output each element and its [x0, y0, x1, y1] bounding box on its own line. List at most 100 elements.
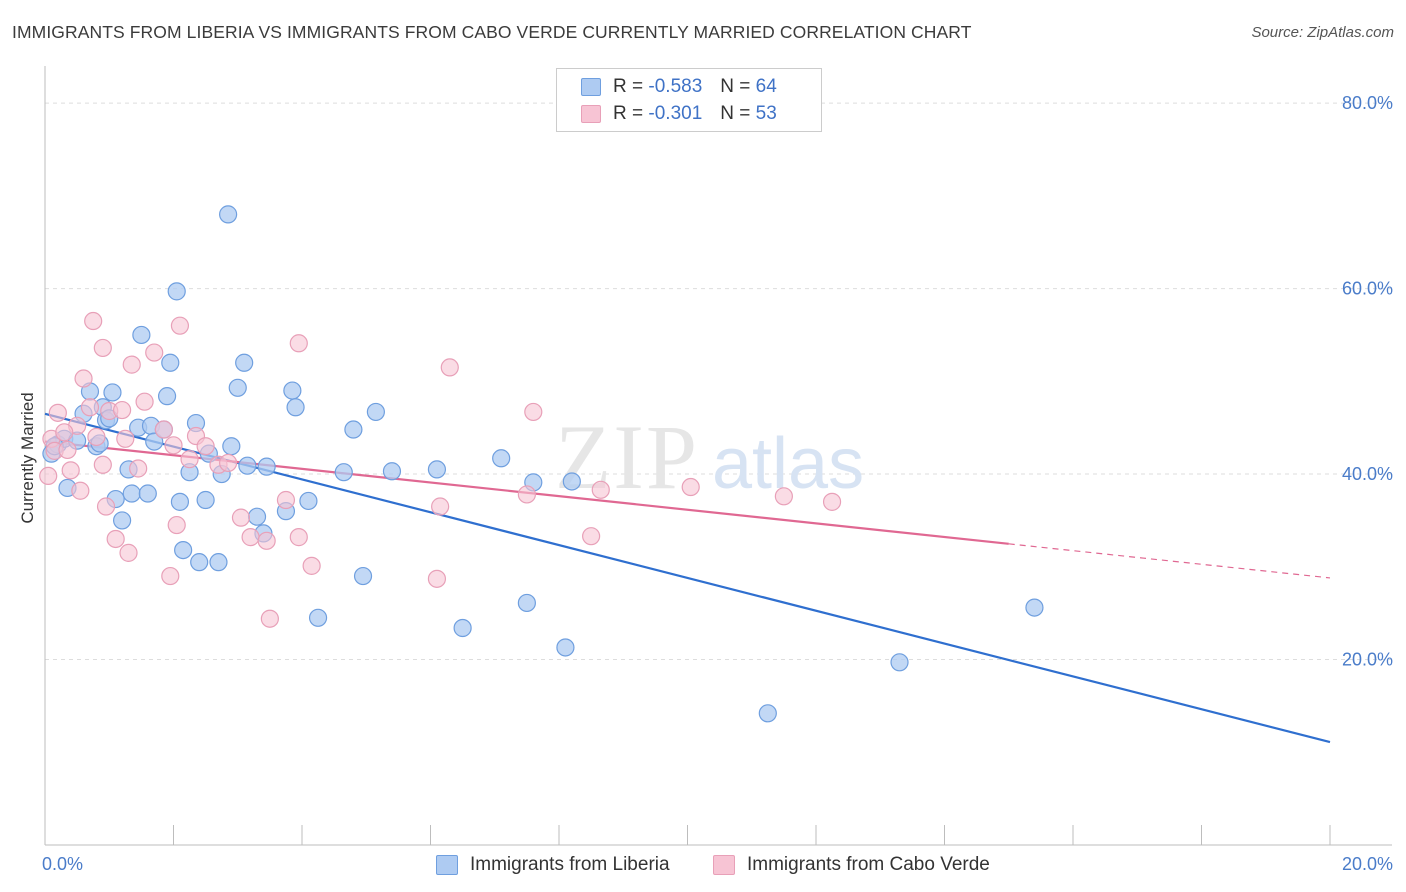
liberia-point	[299, 491, 318, 511]
liberia-point	[353, 566, 373, 586]
liberia-point	[174, 540, 193, 560]
x-tick-label: 20.0%	[1342, 854, 1393, 874]
cabo-verde-point	[87, 427, 106, 447]
y-tick-label: 60.0%	[1342, 279, 1393, 299]
legend-r-label: R =	[613, 103, 644, 124]
cabo-verde-point	[74, 369, 93, 388]
liberia-point	[167, 282, 186, 301]
legend-n-label: N =	[720, 103, 751, 124]
bottom-legend-label-cabo-verde: Immigrants from Cabo Verde	[747, 854, 990, 875]
cabo-verde-point	[231, 508, 251, 527]
cabo-verde-point	[257, 531, 276, 550]
y-tick-label: 40.0%	[1342, 464, 1393, 484]
cabo-verde-point	[93, 455, 112, 474]
cabo-verde-point	[591, 480, 610, 499]
cabo-verde-point	[431, 497, 450, 516]
x-tick-label: 0.0%	[42, 854, 83, 874]
cabo-verde-point	[196, 437, 215, 456]
liberia-point	[286, 398, 305, 417]
cabo-verde-point	[119, 543, 138, 562]
cabo-verde-point	[145, 343, 164, 362]
liberia-point	[890, 653, 909, 672]
legend-row-liberia: R = -0.583 N = 64	[581, 74, 777, 100]
watermark-zip: ZIP	[555, 406, 699, 508]
cabo-verde-point	[122, 355, 141, 374]
bottom-legend-swatch-cabo-verde	[713, 855, 735, 875]
liberia-point	[453, 618, 472, 638]
liberia-point	[238, 456, 257, 475]
cabo-verde-point	[129, 459, 148, 478]
liberia-point	[103, 383, 122, 402]
liberia-point	[219, 205, 238, 224]
cabo-verde-point	[524, 402, 543, 422]
cabo-verde-point	[219, 453, 238, 473]
liberia-point	[344, 420, 363, 439]
legend-r-label: R =	[613, 76, 644, 97]
cabo-verde-point	[289, 528, 308, 547]
liberia-point	[492, 449, 511, 468]
correlation-legend: R = -0.583 N = 64 R = -0.301 N = 53	[556, 68, 822, 132]
cabo-verde-point	[55, 423, 74, 442]
legend-r-value-liberia: -0.583	[648, 76, 703, 97]
liberia-point	[145, 432, 164, 451]
cabo-verde-point	[93, 338, 112, 358]
cabo-verde-point	[96, 497, 116, 516]
cabo-verde-point	[164, 436, 183, 455]
gridlines	[45, 102, 1392, 661]
source-label: Source: ZipAtlas.com	[1251, 24, 1394, 41]
cabo-verde-point	[84, 311, 103, 331]
liberia-point	[190, 553, 209, 572]
cabo-verde-point	[161, 566, 180, 586]
cabo-verde-point	[58, 440, 77, 460]
cabo-verde-point	[241, 528, 260, 547]
bottom-legend-liberia: Immigrants from Liberia	[436, 852, 670, 878]
liberia-point	[517, 593, 536, 613]
liberia-point	[112, 511, 132, 530]
cabo-verde-point	[276, 490, 296, 510]
watermark: ZIP atlas	[555, 406, 864, 508]
liberia-point	[257, 457, 276, 476]
cabo-verde-point	[427, 569, 447, 588]
cabo-verde-point	[681, 477, 700, 497]
legend-row-cabo-verde: R = -0.301 N = 53	[581, 101, 777, 127]
legend-n-label: N =	[720, 76, 751, 97]
liberia-point	[427, 460, 447, 479]
liberia-point	[209, 553, 228, 572]
liberia-point	[157, 387, 177, 406]
liberia-point	[758, 704, 777, 723]
liberia-point	[196, 490, 215, 510]
legend-n-value-cabo-verde: 53	[755, 103, 777, 124]
bottom-legend-swatch-liberia	[436, 855, 458, 875]
y-tick-label: 80.0%	[1342, 93, 1393, 113]
liberia-point	[170, 492, 190, 511]
chart-title: IMMIGRANTS FROM LIBERIA VS IMMIGRANTS FR…	[12, 22, 972, 42]
liberia-point	[556, 638, 575, 657]
cabo-verde-point	[106, 529, 125, 549]
liberia-point	[1025, 598, 1044, 617]
cabo-verde-point	[112, 400, 132, 420]
liberia-point	[138, 484, 157, 503]
liberia-point	[366, 402, 385, 422]
cabo-verde-point	[154, 420, 173, 439]
cabo-verde-point	[180, 450, 199, 469]
cabo-verde-point	[61, 461, 80, 480]
cabo-verde-point	[774, 487, 793, 506]
cabo-verde-point	[71, 481, 90, 500]
trend-line-cabo-verde-extension	[1008, 543, 1331, 579]
y-tick-label: 20.0%	[1342, 650, 1393, 670]
legend-swatch-cabo-verde	[581, 105, 601, 123]
cabo-verde-point	[135, 392, 154, 411]
cabo-verde-point	[167, 515, 186, 535]
cabo-verde-point	[80, 398, 100, 417]
liberia-point	[161, 353, 180, 372]
cabo-verde-point	[440, 358, 459, 377]
tick-labels: 20.0% 40.0% 60.0% 80.0% 0.0% 20.0%	[42, 93, 1393, 874]
cabo-verde-point	[116, 429, 135, 448]
cabo-verde-point	[39, 466, 58, 486]
cabo-verde-point	[517, 485, 536, 504]
liberia-point	[247, 507, 267, 526]
liberia-point	[283, 381, 302, 400]
bottom-legend-cabo-verde: Immigrants from Cabo Verde	[713, 852, 990, 878]
cabo-verde-point	[260, 609, 279, 628]
